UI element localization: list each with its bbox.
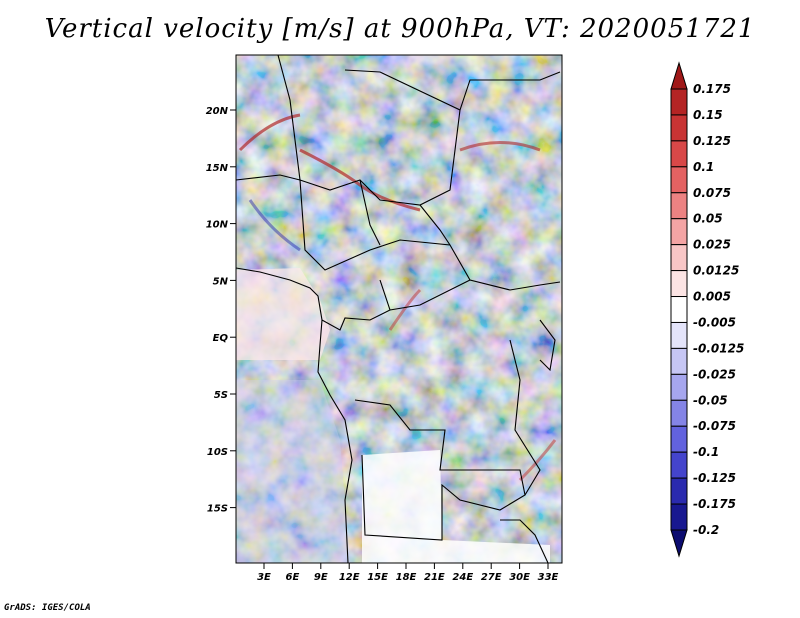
colorbar-label: 0.175 <box>693 82 731 96</box>
colorbar-bin <box>670 477 688 505</box>
colorbar-label: -0.005 <box>693 315 736 329</box>
colorbar-bin <box>670 399 688 427</box>
colorbar-min-triangle <box>670 529 688 558</box>
colorbar-label: -0.175 <box>693 497 736 511</box>
lat-tick-label: 15S <box>207 504 228 515</box>
colorbar-label: 0.15 <box>693 108 723 122</box>
map-frame <box>235 54 563 564</box>
lat-tick-label: 5N <box>213 276 229 287</box>
colorbar-label: -0.05 <box>693 393 728 407</box>
colorbar-bin <box>670 218 688 246</box>
colorbar-max-triangle <box>670 61 688 90</box>
colorbar-label: -0.075 <box>693 419 736 433</box>
lon-tick-label: 3E <box>257 572 271 583</box>
colorbar: 0.175 0.15 0.125 0.1 0.075 0.05 0.025 0.0125 0.0… <box>670 61 744 558</box>
lon-tick-label: 24E <box>452 572 473 583</box>
colorbar-bin <box>670 451 688 479</box>
colorbar-bin <box>670 140 688 168</box>
colorbar-label: -0.125 <box>693 471 736 485</box>
colorbar-bin <box>670 347 688 375</box>
latitude-axis: 20N 15N 10N 5N EQ 5S 10S 15S <box>206 106 236 515</box>
lon-tick-label: 18E <box>396 572 417 583</box>
colorbar-label: 0.025 <box>693 238 731 252</box>
colorbar-bin <box>670 244 688 272</box>
map-figure: 20N 15N 10N 5N EQ 5S 10S 15S 3E 6E 9E 12E 15E 18E 21E… <box>206 54 744 583</box>
lat-tick-label: 20N <box>206 106 229 117</box>
colorbar-label: 0.125 <box>693 134 731 148</box>
colorbar-bin <box>670 425 688 453</box>
colorbar-bin <box>670 192 688 220</box>
longitude-axis: 3E 6E 9E 12E 15E 18E 21E 24E 27E 30E 33E <box>257 563 559 583</box>
colorbar-bin <box>670 270 688 298</box>
colorbar-bin <box>670 88 688 116</box>
colorbar-bin <box>670 503 688 531</box>
colorbar-label: -0.2 <box>693 523 719 537</box>
lon-tick-label: 21E <box>424 572 445 583</box>
lon-tick-label: 30E <box>509 572 530 583</box>
lat-tick-label: EQ <box>213 333 229 344</box>
colorbar-bin <box>670 166 688 194</box>
colorbar-label: -0.1 <box>693 445 719 459</box>
lat-tick-label: 15N <box>206 163 229 174</box>
lon-tick-label: 15E <box>367 572 388 583</box>
colorbar-bin <box>670 296 688 323</box>
grads-credit: GrADS: IGES/COLA <box>4 603 91 613</box>
map-title: Vertical velocity [m/s] at 900hPa, VT: 2… <box>44 14 756 44</box>
colorbar-label: 0.05 <box>693 212 723 226</box>
lat-tick-label: 10S <box>207 447 228 458</box>
lat-tick-label: 10N <box>206 220 229 231</box>
lon-tick-label: 9E <box>314 572 328 583</box>
colorbar-label: -0.025 <box>693 367 736 381</box>
lon-tick-label: 33E <box>538 572 559 583</box>
country-borders <box>236 55 561 563</box>
lon-tick-label: 27E <box>481 572 502 583</box>
colorbar-bin <box>670 373 688 401</box>
colorbar-label: 0.1 <box>693 160 714 174</box>
colorbar-label: 0.005 <box>693 290 731 304</box>
colorbar-label: -0.0125 <box>693 341 744 355</box>
lon-tick-label: 12E <box>339 572 360 583</box>
colorbar-label: 0.0125 <box>693 264 739 278</box>
lon-tick-label: 6E <box>286 572 300 583</box>
lat-tick-label: 5S <box>214 390 228 401</box>
colorbar-label: 0.075 <box>693 186 731 200</box>
colorbar-bin <box>670 114 688 142</box>
colorbar-bin <box>670 321 688 349</box>
